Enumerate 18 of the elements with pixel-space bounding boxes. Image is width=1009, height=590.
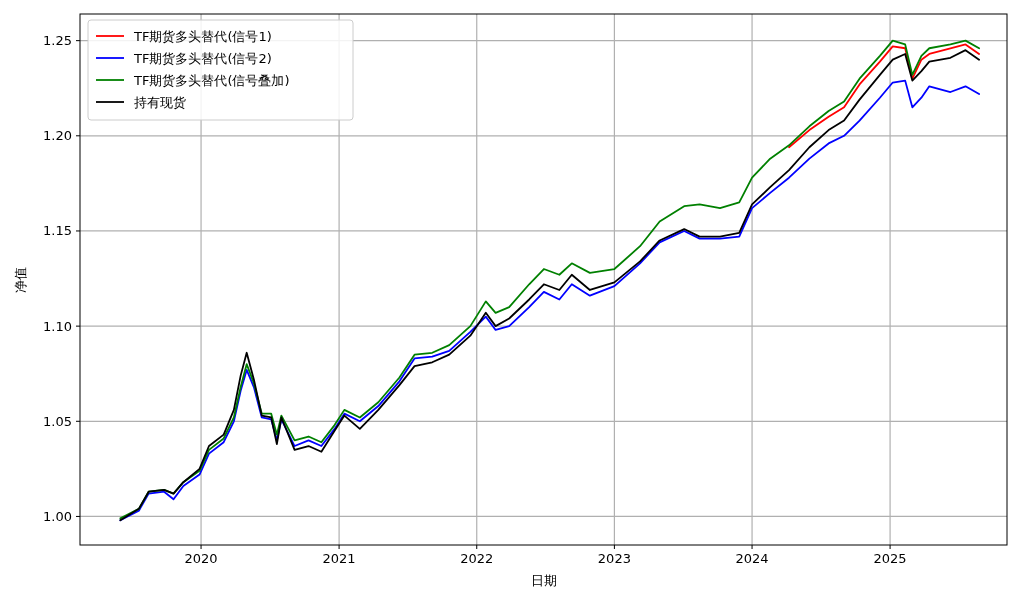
y-tick-label: 1.20 (43, 128, 72, 144)
y-tick-label: 1.15 (43, 223, 72, 239)
x-tick-label: 2021 (322, 551, 356, 566)
legend-label: 持有现货 (134, 95, 186, 110)
x-tick-label: 2024 (735, 551, 769, 566)
x-tick-label: 2025 (873, 551, 907, 566)
y-tick-label: 1.10 (43, 318, 72, 334)
y-tick-label: 1.05 (43, 413, 72, 429)
x-tick-label: 2022 (460, 551, 494, 566)
x-axis-title: 日期 (530, 573, 557, 588)
x-tick-label: 2020 (184, 551, 218, 566)
y-tick-label: 1.25 (43, 33, 72, 49)
y-axis-title: 净值 (13, 266, 28, 293)
y-tick-label: 1.00 (43, 508, 72, 524)
legend-label: TF期货多头替代(信号2) (133, 51, 272, 66)
x-tick-label: 2023 (597, 551, 631, 566)
legend-label: TF期货多头替代(信号叠加) (133, 73, 290, 88)
legend-label: TF期货多头替代(信号1) (133, 29, 272, 44)
